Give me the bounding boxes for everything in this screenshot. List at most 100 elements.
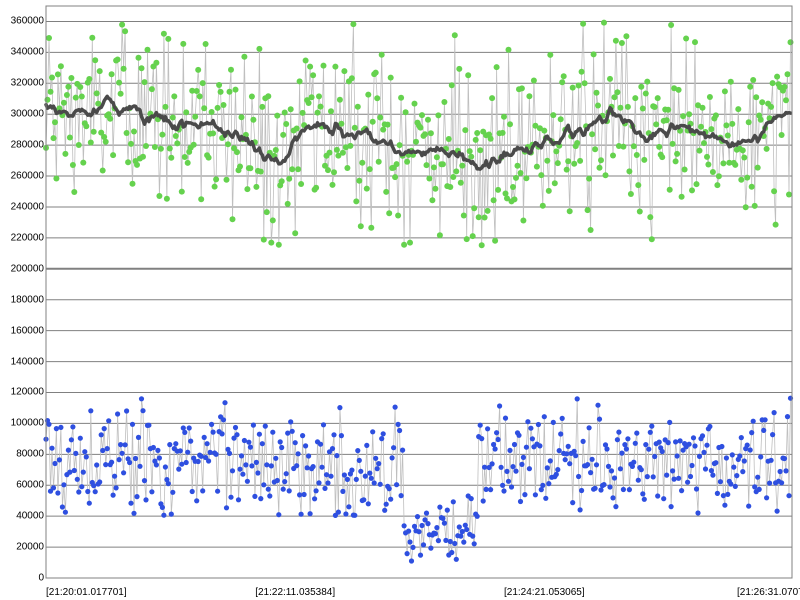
blue-series-marker <box>669 504 674 509</box>
blue-series-marker <box>85 489 90 494</box>
green-series-marker <box>753 94 759 100</box>
green-series-marker <box>168 155 174 161</box>
green-series-marker <box>327 150 333 156</box>
blue-series-marker <box>782 456 787 461</box>
green-series-marker <box>283 121 289 127</box>
blue-series-marker <box>240 472 245 477</box>
blue-series-marker <box>701 450 706 455</box>
green-series-marker <box>620 144 626 150</box>
blue-series-marker <box>519 462 524 467</box>
blue-series-marker <box>540 483 545 488</box>
green-series-marker <box>424 162 430 168</box>
blue-series-marker <box>282 479 287 484</box>
blue-series-marker <box>563 457 568 462</box>
green-series-marker <box>83 123 89 129</box>
blue-series-marker <box>496 437 501 442</box>
green-series-marker <box>128 141 134 147</box>
green-series-marker <box>61 100 67 106</box>
blue-series-marker <box>479 436 484 441</box>
blue-series-marker <box>325 480 330 485</box>
blue-series-marker <box>667 420 672 425</box>
green-series-marker <box>716 173 722 179</box>
blue-series-marker <box>475 514 480 519</box>
blue-series-marker <box>270 430 275 435</box>
green-series-marker <box>380 127 386 133</box>
green-series-marker <box>167 146 173 152</box>
blue-series-marker <box>436 538 441 543</box>
blue-series-marker <box>302 492 307 497</box>
blue-series-marker <box>288 419 293 424</box>
green-series-marker <box>471 205 477 211</box>
blue-series-marker <box>367 471 372 476</box>
blue-series-marker <box>375 466 380 471</box>
green-series-marker <box>755 165 761 171</box>
blue-series-marker <box>764 495 769 500</box>
green-series-marker <box>564 167 570 173</box>
green-series-marker <box>743 204 749 210</box>
green-series-marker <box>273 147 279 153</box>
green-series-marker <box>783 97 789 103</box>
green-series-marker <box>67 135 73 141</box>
green-series-marker <box>321 63 327 69</box>
green-series-marker <box>613 38 619 44</box>
blue-series-marker <box>75 477 80 482</box>
green-series-marker <box>152 144 158 150</box>
blue-series-marker <box>102 426 107 431</box>
green-series-marker <box>591 51 597 57</box>
blue-series-marker <box>609 468 614 473</box>
green-series-marker <box>218 89 224 95</box>
green-series-marker <box>368 225 374 231</box>
blue-series-marker <box>488 487 493 492</box>
blue-series-marker <box>299 512 304 517</box>
blue-series-marker <box>424 510 429 515</box>
blue-series-marker <box>548 458 553 463</box>
xtick-label: [21:22:11.035384] <box>255 587 335 598</box>
blue-series-marker <box>581 439 586 444</box>
green-series-marker <box>210 130 216 136</box>
blue-series-marker <box>593 486 598 491</box>
blue-series-marker <box>340 489 345 494</box>
blue-series-marker <box>99 432 104 437</box>
blue-series-marker <box>118 442 123 447</box>
green-series-marker <box>476 214 482 220</box>
green-series-marker <box>692 39 698 45</box>
green-series-marker <box>592 146 598 152</box>
blue-series-marker <box>437 505 442 510</box>
green-series-marker <box>86 76 92 82</box>
blue-series-marker <box>105 446 110 451</box>
green-series-marker <box>392 174 398 180</box>
green-series-marker <box>447 184 453 190</box>
blue-series-marker <box>503 416 508 421</box>
blue-series-marker <box>758 454 763 459</box>
blue-series-marker <box>740 469 745 474</box>
blue-series-marker <box>388 497 393 502</box>
blue-series-marker <box>290 429 295 434</box>
blue-series-marker <box>363 474 368 479</box>
blue-series-marker <box>731 465 736 470</box>
green-series-marker <box>145 47 151 53</box>
blue-series-marker <box>537 443 542 448</box>
blue-series-marker <box>570 500 575 505</box>
green-series-marker <box>334 147 340 153</box>
green-series-marker <box>68 75 74 81</box>
green-series-marker <box>431 164 437 170</box>
blue-series-marker <box>208 450 213 455</box>
blue-series-marker <box>594 462 599 467</box>
green-series-marker <box>315 110 321 116</box>
green-series-marker <box>665 107 671 113</box>
blue-series-marker <box>224 505 229 510</box>
blue-series-marker <box>182 430 187 435</box>
green-series-marker <box>491 197 497 203</box>
blue-series-marker <box>136 435 141 440</box>
green-series-marker <box>707 94 713 100</box>
blue-series-marker <box>616 430 621 435</box>
green-series-marker <box>698 124 704 130</box>
blue-series-marker <box>442 521 447 526</box>
blue-series-marker <box>220 431 225 436</box>
green-series-marker <box>401 242 407 248</box>
green-series-marker <box>118 91 124 97</box>
blue-series-marker <box>285 431 290 436</box>
blue-series-marker <box>719 444 724 449</box>
green-series-marker <box>540 203 546 209</box>
green-series-marker <box>579 69 585 75</box>
